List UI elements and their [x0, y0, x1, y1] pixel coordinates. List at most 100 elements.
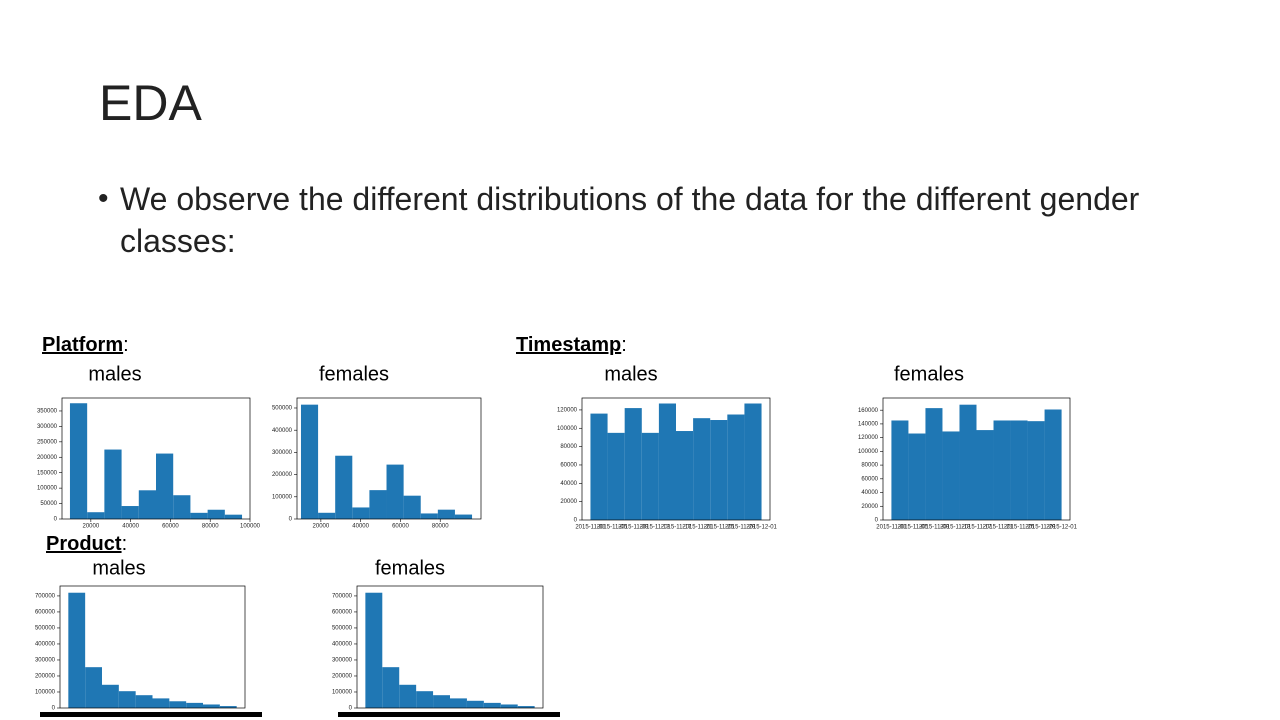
- bar: [450, 698, 467, 708]
- y-tick-label: 300000: [332, 658, 353, 664]
- section-label: Product:: [46, 533, 127, 555]
- x-tick-label: 2015-11-13: [940, 525, 971, 531]
- bar: [658, 403, 676, 520]
- plot-frame: [59, 585, 246, 709]
- histogram-bar: [190, 512, 208, 519]
- bar: [186, 702, 204, 708]
- x-tick-label: 40000: [122, 524, 139, 530]
- bar: [727, 414, 745, 520]
- histogram-bar: [403, 495, 421, 519]
- x-tick-label: 80000: [202, 524, 219, 530]
- section-name: Platform: [42, 334, 123, 356]
- y-tick-label: 100000: [557, 426, 578, 432]
- y-tick-label: 60000: [560, 463, 577, 469]
- plot-frame: [296, 397, 482, 520]
- histogram-bar: [87, 512, 105, 519]
- x-tick-label: 2015-11-25: [704, 525, 735, 531]
- y-tick-label: 150000: [37, 470, 58, 476]
- bar: [219, 706, 237, 708]
- bar: [993, 420, 1011, 520]
- bar: [710, 420, 728, 520]
- bar: [365, 592, 383, 708]
- y-tick-label: 600000: [35, 610, 56, 616]
- bar: [517, 706, 535, 708]
- plot-frame: [882, 397, 1071, 521]
- x-tick-label: 100000: [240, 524, 261, 530]
- y-tick-label: 200000: [37, 455, 58, 461]
- y-tick-label: 100000: [37, 486, 58, 492]
- y-tick-label: 300000: [37, 424, 58, 430]
- y-tick-label: 20000: [861, 504, 878, 510]
- y-tick-label: 120000: [557, 408, 578, 414]
- x-tick-label: 2015-11-17: [961, 525, 992, 531]
- x-tick-label: 2015-11-05: [597, 525, 628, 531]
- bar: [959, 404, 977, 520]
- chart-title: females: [375, 557, 445, 579]
- histogram-bar: [207, 509, 225, 519]
- bar: [68, 592, 86, 708]
- bar: [101, 684, 119, 708]
- bar: [744, 403, 762, 520]
- bar: [676, 431, 694, 520]
- x-tick-label: 60000: [392, 524, 409, 530]
- plot-frame: [581, 397, 771, 521]
- slide-title: EDA: [99, 75, 202, 131]
- bar: [607, 432, 625, 520]
- bullet-text: We observe the different distributions o…: [120, 181, 1140, 259]
- bar: [483, 702, 501, 708]
- y-tick-label: 700000: [332, 594, 353, 600]
- bar: [925, 408, 943, 520]
- histogram-bar: [369, 490, 387, 519]
- y-tick-label: 0: [289, 517, 293, 523]
- x-tick-label: 20000: [83, 524, 100, 530]
- histogram-bar: [138, 490, 156, 519]
- bar: [1027, 421, 1045, 520]
- section-labels: Platform: Timestamp: Product:: [42, 334, 627, 555]
- x-tick-label: 2015-11-01: [575, 525, 606, 531]
- bar: [641, 432, 659, 520]
- histogram-bar: [335, 455, 353, 519]
- bar: [942, 431, 960, 520]
- x-tick-label: 2015-11-09: [919, 525, 950, 531]
- bar: [433, 695, 450, 708]
- bar: [500, 704, 518, 708]
- histogram-bar: [224, 514, 243, 519]
- y-tick-label: 140000: [858, 421, 879, 427]
- x-tick-label: 80000: [432, 524, 449, 530]
- y-tick-label: 500000: [332, 626, 353, 632]
- y-tick-label: 500000: [272, 406, 293, 412]
- x-tick-label: 2015-11-05: [898, 525, 929, 531]
- histogram-bar: [104, 449, 122, 519]
- section-label: Timestamp:: [516, 334, 627, 356]
- x-tick-label: 2015-11-25: [1004, 525, 1035, 531]
- y-tick-label: 700000: [35, 594, 56, 600]
- y-tick-label: 60000: [861, 476, 878, 482]
- bar: [169, 701, 187, 708]
- chart-title: males: [92, 557, 145, 579]
- bullet-dot: •: [98, 182, 109, 215]
- bar: [466, 700, 484, 708]
- y-tick-label: 0: [875, 518, 879, 524]
- bar: [590, 413, 608, 520]
- y-tick-label: 0: [52, 706, 56, 712]
- bar: [382, 667, 400, 708]
- y-tick-label: 350000: [37, 409, 58, 415]
- y-tick-label: 40000: [861, 490, 878, 496]
- y-tick-label: 500000: [35, 626, 56, 632]
- y-tick-label: 80000: [861, 463, 878, 469]
- histogram-bar: [121, 506, 139, 519]
- y-tick-label: 80000: [560, 444, 577, 450]
- bar: [624, 408, 642, 520]
- decor-line: [40, 712, 262, 717]
- y-tick-label: 200000: [35, 674, 56, 680]
- x-tick-label: 2015-11-17: [661, 525, 692, 531]
- y-tick-label: 100000: [35, 690, 56, 696]
- section-name: Product: [46, 533, 122, 555]
- x-tick-label: 2015-11-09: [618, 525, 649, 531]
- histogram-bar: [352, 507, 370, 519]
- y-tick-label: 120000: [858, 435, 879, 441]
- histogram-bar: [69, 403, 88, 519]
- y-tick-label: 300000: [35, 658, 56, 664]
- bullet-box: We observe the different distributions o…: [120, 181, 1140, 259]
